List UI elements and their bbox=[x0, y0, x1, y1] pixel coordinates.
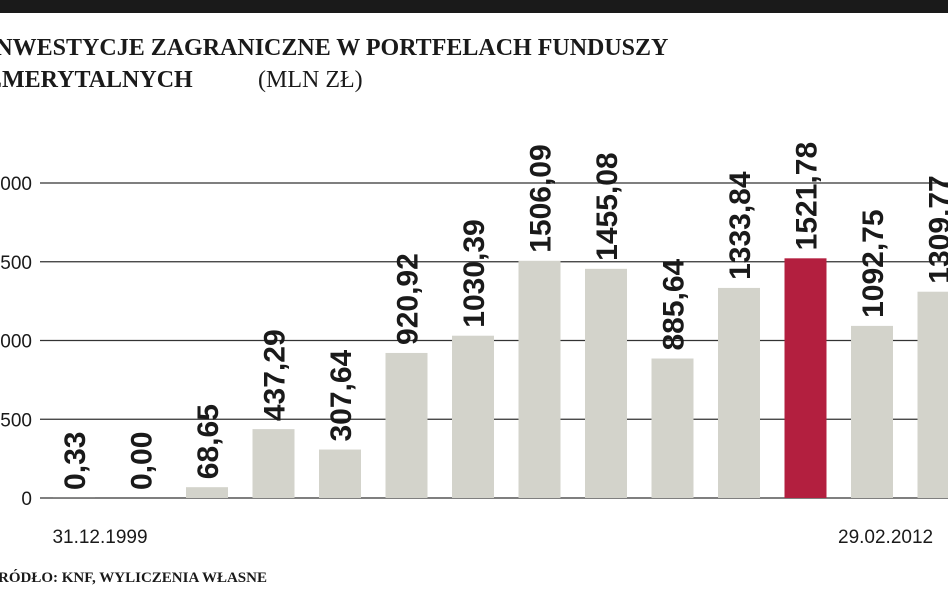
y-tick-label: 1500 bbox=[0, 253, 32, 274]
value-label: 307,64 bbox=[325, 349, 358, 441]
y-tick-label: 500 bbox=[0, 410, 32, 431]
bar bbox=[452, 335, 494, 498]
chart-title: EMERYTALNYCH bbox=[0, 67, 193, 93]
value-label: 0,33 bbox=[59, 432, 92, 490]
y-tick-label: 0 bbox=[21, 489, 32, 510]
bar bbox=[784, 258, 827, 498]
value-label: 1030,39 bbox=[458, 219, 491, 327]
value-label: 920,92 bbox=[392, 253, 425, 345]
unit-label: (MLN ZŁ) bbox=[258, 67, 363, 93]
x-tick-label: 29.02.2012 bbox=[838, 527, 933, 548]
value-label: 0,00 bbox=[126, 432, 159, 490]
value-label: 1309,77 bbox=[924, 175, 948, 283]
bar bbox=[385, 352, 428, 498]
value-label: 885,64 bbox=[658, 258, 691, 350]
bar bbox=[651, 358, 694, 498]
value-label: 437,29 bbox=[259, 329, 292, 421]
bar bbox=[585, 268, 627, 498]
value-label: 1092,75 bbox=[857, 209, 890, 317]
value-label: 68,65 bbox=[192, 404, 225, 479]
value-label: 1333,84 bbox=[724, 171, 757, 280]
bar bbox=[518, 260, 561, 498]
bar bbox=[252, 429, 295, 498]
bar bbox=[319, 449, 361, 498]
y-tick-label: 2000 bbox=[0, 174, 32, 195]
value-label: 1506,09 bbox=[525, 144, 558, 252]
top-rule bbox=[0, 0, 948, 13]
bar bbox=[718, 287, 760, 498]
bar bbox=[917, 291, 948, 498]
bar bbox=[851, 325, 893, 498]
chart-title: INWESTYCJE ZAGRANICZNE W PORTFELACH FUND… bbox=[0, 35, 668, 61]
value-label: 1521,78 bbox=[791, 142, 824, 250]
value-label: 1455,08 bbox=[591, 152, 624, 260]
source: ŹRÓDŁO: KNF, WYLICZENIA WŁASNE bbox=[0, 569, 267, 586]
x-tick-label: 31.12.1999 bbox=[52, 527, 147, 548]
bar bbox=[186, 487, 228, 498]
y-tick-label: 1000 bbox=[0, 332, 32, 353]
